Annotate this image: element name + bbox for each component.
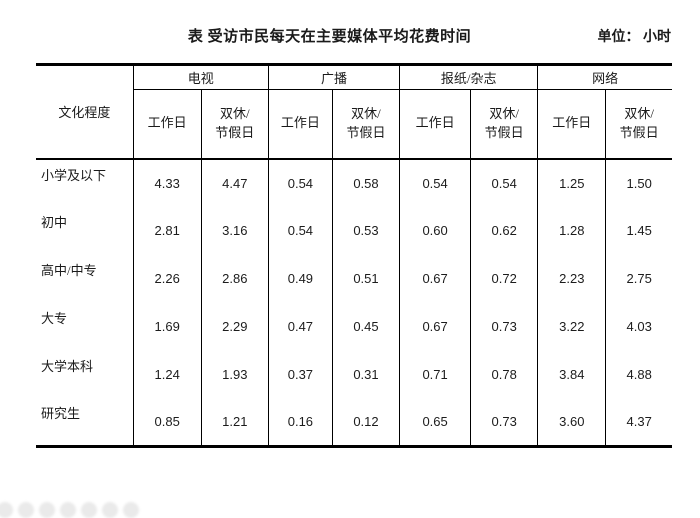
table-row: 高中/中专 2.26 2.86 0.49 0.51 0.67 0.72 2.23… (36, 254, 672, 303)
value-cell: 2.86 (200, 254, 269, 303)
group-header-row: 文化程度 电视 广播 报纸/杂志 网络 (36, 64, 672, 160)
subheader-internet-workday: 工作日 (537, 89, 606, 160)
watermark-dots (0, 502, 139, 518)
value-cell: 4.47 (200, 158, 269, 207)
table-row: 初中 2.81 3.16 0.54 0.53 0.60 0.62 1.28 1.… (36, 206, 672, 255)
value-cell: 1.93 (200, 350, 269, 399)
value-cell: 2.29 (200, 302, 269, 351)
value-cell: 2.26 (132, 254, 202, 303)
value-cell: 0.54 (267, 206, 333, 255)
value-cell: 4.03 (605, 302, 672, 351)
value-cell: 0.72 (470, 254, 538, 303)
row-label: 高中/中专 (41, 263, 97, 278)
value-cell: 0.31 (331, 350, 400, 399)
value-cell: 0.49 (267, 254, 333, 303)
subheader-newspaper-weekend: 双休/ 节假日 (470, 89, 538, 160)
value-cell: 0.78 (470, 350, 538, 399)
watermark-dot (60, 502, 76, 518)
media-time-table: 文化程度 电视 广播 报纸/杂志 网络 工作日 双休/ 节假日 工作日 双休/ … (36, 63, 672, 448)
subheader-newspaper-workday: 工作日 (399, 89, 471, 160)
corner-header-cell: 文化程度 (36, 64, 134, 160)
value-cell: 0.54 (470, 158, 538, 207)
row-label: 初中 (41, 215, 68, 230)
value-cell: 1.25 (537, 158, 606, 207)
value-cell: 1.45 (605, 206, 672, 255)
subheader-tv-weekend: 双休/ 节假日 (200, 89, 269, 160)
group-header-internet: 网络 (537, 64, 672, 90)
watermark-dot (123, 502, 139, 518)
value-cell: 0.37 (267, 350, 333, 399)
value-cell: 0.71 (399, 350, 471, 399)
unit-label: 单位： 小时 (597, 30, 672, 45)
value-cell: 1.28 (537, 206, 606, 255)
value-cell: 0.60 (399, 206, 471, 255)
document-header: 表 受访市民每天在主要媒体平均花费时间 单位： 小时 (36, 25, 671, 47)
row-label: 研究生 (41, 406, 81, 422)
table-row: 研究生 0.85 1.21 0.16 0.12 0.65 0.73 3.60 4… (36, 398, 672, 447)
value-cell: 4.88 (605, 350, 672, 399)
value-cell: 0.54 (267, 158, 333, 207)
value-cell: 0.85 (132, 398, 202, 447)
value-cell: 1.24 (132, 350, 202, 399)
subheader-radio-workday: 工作日 (267, 89, 333, 160)
group-header-tv: 电视 (132, 64, 269, 90)
value-cell: 0.58 (331, 158, 400, 207)
value-cell: 3.60 (537, 398, 606, 447)
watermark-dot (81, 502, 97, 518)
value-cell: 4.37 (605, 398, 672, 447)
value-cell: 0.67 (399, 302, 471, 351)
subheader-radio-weekend: 双休/ 节假日 (331, 89, 400, 160)
value-cell: 0.51 (331, 254, 400, 303)
value-cell: 0.65 (399, 398, 471, 447)
table-row: 大专 1.69 2.29 0.47 0.45 0.67 0.73 3.22 4.… (36, 302, 672, 351)
value-cell: 0.12 (331, 398, 400, 447)
value-cell: 0.47 (267, 302, 333, 351)
value-cell: 0.67 (399, 254, 471, 303)
value-cell: 2.75 (605, 254, 672, 303)
value-cell: 4.33 (132, 158, 202, 207)
group-header-radio: 广播 (267, 64, 400, 90)
value-cell: 0.16 (267, 398, 333, 447)
value-cell: 1.69 (132, 302, 202, 351)
value-cell: 0.73 (470, 302, 538, 351)
table-row: 大学本科 1.24 1.93 0.37 0.31 0.71 0.78 3.84 … (36, 350, 672, 399)
value-cell: 1.50 (605, 158, 672, 207)
subheader-row: 工作日 双休/ 节假日 工作日 双休/ 节假日 工作日 双休/ 节假日 工作日 … (36, 89, 672, 160)
watermark-dot (39, 502, 55, 518)
watermark-dot (102, 502, 118, 518)
group-header-newspaper-magazine: 报纸/杂志 (399, 64, 538, 90)
value-cell: 2.81 (132, 206, 202, 255)
row-label: 大专 (41, 311, 68, 326)
subheader-internet-weekend: 双休/ 节假日 (605, 89, 672, 160)
value-cell: 3.22 (537, 302, 606, 351)
row-label: 大学本科 (41, 359, 94, 374)
value-cell: 2.23 (537, 254, 606, 303)
value-cell: 0.73 (470, 398, 538, 447)
value-cell: 0.45 (331, 302, 400, 351)
subheader-tv-workday: 工作日 (132, 89, 202, 160)
value-cell: 0.53 (331, 206, 400, 255)
value-cell: 0.54 (399, 158, 471, 207)
watermark-dot (0, 502, 13, 518)
table-row: 小学及以下 4.33 4.47 0.54 0.58 0.54 0.54 1.25… (36, 158, 672, 207)
value-cell: 0.62 (470, 206, 538, 255)
value-cell: 3.16 (200, 206, 269, 255)
value-cell: 1.21 (200, 398, 269, 447)
watermark-dot (18, 502, 34, 518)
value-cell: 3.84 (537, 350, 606, 399)
row-label: 小学及以下 (41, 167, 107, 183)
page-title: 表 受访市民每天在主要媒体平均花费时间 (187, 29, 472, 45)
